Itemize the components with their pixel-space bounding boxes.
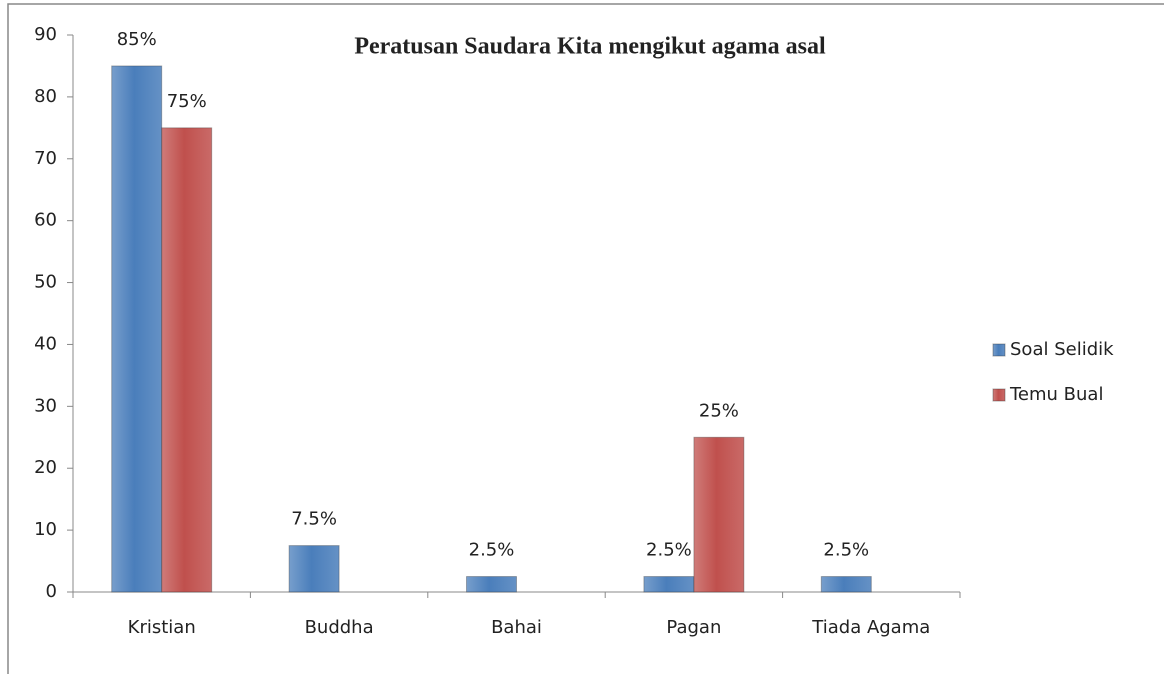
x-tick-label: Tiada Agama: [811, 617, 930, 638]
y-tick-label: 50: [34, 272, 57, 293]
chart-frame: [7, 3, 1164, 674]
data-label: 2.5%: [469, 540, 515, 561]
data-label: 2.5%: [823, 540, 869, 561]
bar: [111, 65, 163, 593]
y-tick-label: 90: [34, 24, 57, 45]
bar: [693, 436, 745, 593]
data-label: 75%: [167, 91, 207, 112]
legend-swatch: [992, 343, 1006, 357]
y-tick-label: 10: [34, 519, 57, 540]
data-label: 2.5%: [646, 540, 692, 561]
y-tick-label: 30: [34, 395, 57, 416]
x-tick-label: Buddha: [305, 617, 374, 638]
data-label: 25%: [699, 400, 739, 421]
y-tick-label: 0: [46, 581, 57, 602]
chart-title: Peratusan Saudara Kita mengikut agama as…: [354, 34, 826, 60]
data-label: 7.5%: [291, 509, 337, 530]
y-tick-label: 40: [34, 333, 57, 354]
legend-swatch: [992, 388, 1006, 402]
y-tick-label: 60: [34, 210, 57, 231]
y-tick-label: 80: [34, 86, 57, 107]
bar: [466, 576, 517, 593]
bar: [643, 576, 695, 593]
data-label: 85%: [117, 29, 157, 50]
legend-label: Temu Bual: [1009, 384, 1103, 405]
x-tick-label: Pagan: [666, 617, 721, 638]
y-tick-label: 70: [34, 148, 57, 169]
bar: [820, 576, 872, 593]
x-tick-label: Bahai: [491, 617, 542, 638]
bar: [288, 545, 340, 593]
bar: [161, 127, 213, 593]
y-tick-label: 20: [34, 457, 57, 478]
legend-label: Soal Selidik: [1010, 339, 1114, 360]
x-tick-label: Kristian: [128, 617, 196, 638]
